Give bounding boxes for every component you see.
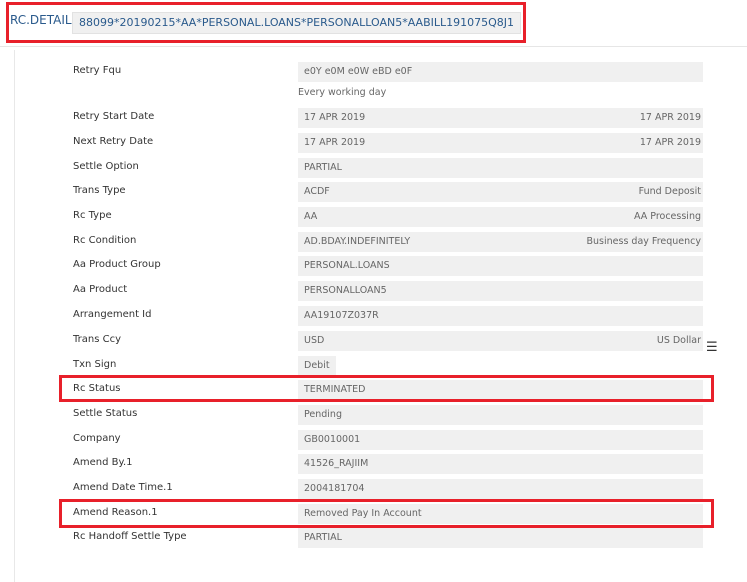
field-row: Next Retry Date 17 APR 2019 17 APR 2019 [0, 133, 747, 153]
field-row: Trans Ccy USD US Dollar [0, 331, 747, 351]
field-row: Amend Reason.1 Removed Pay In Account [0, 504, 747, 524]
value-text: ACDF [304, 186, 330, 197]
label-trans-type: Trans Type [73, 185, 126, 196]
header: RC.DETAIL 88099*20190215*AA*PERSONAL.LOA… [0, 0, 747, 47]
field-row: Trans Type ACDF Fund Deposit [0, 182, 747, 202]
field-row: Amend Date Time.1 2004181704 [0, 479, 747, 499]
value-description: 17 APR 2019 [639, 112, 701, 123]
field-row: Rc Condition AD.BDAY.INDEFINITELY Business… [0, 232, 747, 252]
value-text: Debit [304, 360, 330, 371]
value-text: AD.BDAY.INDEFINITELY [304, 236, 411, 247]
value-rc-condition[interactable]: AD.BDAY.INDEFINITELY Business day Frequen… [298, 232, 703, 252]
value-text: Pending [304, 409, 342, 420]
label-company: Company [73, 433, 121, 444]
highlight-rc-status [59, 375, 714, 402]
label-trans-ccy: Trans Ccy [73, 334, 122, 345]
list-icon[interactable]: ☰ [706, 340, 718, 355]
label-amend-reason-1: Amend Reason.1 [73, 507, 158, 518]
value-next-retry-date[interactable]: 17 APR 2019 17 APR 2019 [298, 133, 703, 153]
value-settle-option[interactable]: PARTIAL [298, 158, 703, 178]
field-row: Settle Option PARTIAL [0, 158, 747, 178]
value-text: PARTIAL [304, 162, 342, 173]
field-row: Rc Handoff Settle Type PARTIAL [0, 528, 747, 548]
label-rc-handoff-settle-type: Rc Handoff Settle Type [73, 531, 187, 542]
value-text: TERMINATED [304, 384, 366, 395]
page-title: RC.DETAIL [10, 13, 72, 27]
label-txn-sign: Txn Sign [73, 359, 117, 370]
value-text: PARTIAL [304, 532, 342, 543]
value-text: AA19107Z037R [304, 310, 379, 321]
label-arrangement-id: Arrangement Id [73, 309, 152, 320]
detail-panel [14, 50, 747, 582]
field-row: Retry Fqu e0Y e0M e0W eBD e0F Every workin… [0, 62, 747, 98]
label-settle-status: Settle Status [73, 408, 138, 419]
label-settle-option: Settle Option [73, 161, 139, 172]
value-text: AA [304, 211, 318, 222]
value-amend-by-1[interactable]: 41526_RAJIIM [298, 454, 703, 474]
field-row: Company GB0010001 [0, 430, 747, 450]
field-row: Settle Status Pending [0, 405, 747, 425]
highlight-amend-reason [59, 499, 714, 528]
value-amend-reason-1[interactable]: Removed Pay In Account [298, 504, 703, 524]
label-aa-product-group: Aa Product Group [73, 259, 161, 270]
value-retry-start-date[interactable]: 17 APR 2019 17 APR 2019 [298, 108, 703, 128]
value-description: US Dollar [656, 335, 701, 346]
value-txn-sign[interactable]: Debit [298, 356, 336, 376]
value-trans-type[interactable]: ACDF Fund Deposit [298, 182, 703, 202]
field-row: Txn Sign Debit [0, 356, 747, 376]
field-row: Aa Product Group PERSONAL.LOANS [0, 256, 747, 276]
value-text: 17 APR 2019 [304, 112, 366, 123]
label-aa-product: Aa Product [73, 284, 128, 295]
value-retry-fqu[interactable]: e0Y e0M e0W eBD e0F [298, 62, 703, 82]
value-text: 17 APR 2019 [304, 137, 366, 148]
label-amend-date-time-1: Amend Date Time.1 [73, 482, 173, 493]
field-row: Amend By.1 41526_RAJIIM [0, 454, 747, 474]
value-text: PERSONAL.LOANS [304, 260, 390, 271]
field-row: Rc Type AA AA Processing [0, 207, 747, 227]
value-aa-product-group[interactable]: PERSONAL.LOANS [298, 256, 703, 276]
label-retry-fqu: Retry Fqu [73, 65, 122, 76]
label-rc-type: Rc Type [73, 210, 112, 221]
field-row: Arrangement Id AA19107Z037R [0, 306, 747, 326]
value-description: 17 APR 2019 [639, 137, 701, 148]
value-text: e0Y e0M e0W eBD e0F [304, 66, 413, 77]
value-rc-status[interactable]: TERMINATED [298, 380, 703, 400]
value-description: Fund Deposit [638, 186, 701, 197]
value-text: USD [304, 335, 325, 346]
label-rc-status: Rc Status [73, 383, 121, 394]
label-amend-by-1: Amend By.1 [73, 457, 133, 468]
value-aa-product[interactable]: PERSONALLOAN5 [298, 281, 703, 301]
value-text: 41526_RAJIIM [304, 458, 369, 469]
value-description: Business day Frequency [586, 236, 701, 247]
value-settle-status[interactable]: Pending [298, 405, 703, 425]
value-rc-type[interactable]: AA AA Processing [298, 207, 703, 227]
value-amend-date-time-1[interactable]: 2004181704 [298, 479, 703, 499]
value-trans-ccy[interactable]: USD US Dollar [298, 331, 703, 351]
record-id-field[interactable]: 88099*20190215*AA*PERSONAL.LOANS*PERSONA… [72, 12, 522, 34]
value-rc-handoff-settle-type[interactable]: PARTIAL [298, 528, 703, 548]
value-arrangement-id[interactable]: AA19107Z037R [298, 306, 703, 326]
value-text: Removed Pay In Account [304, 508, 422, 519]
label-retry-start-date: Retry Start Date [73, 111, 155, 122]
value-text: 2004181704 [304, 483, 365, 494]
value-description: AA Processing [633, 211, 701, 222]
value-text: GB0010001 [304, 434, 361, 445]
label-rc-condition: Rc Condition [73, 235, 137, 246]
field-row: Rc Status TERMINATED [0, 380, 747, 400]
value-company[interactable]: GB0010001 [298, 430, 703, 450]
highlight-header [6, 2, 526, 43]
field-row: Retry Start Date 17 APR 2019 17 APR 2019 [0, 108, 747, 128]
value-text: PERSONALLOAN5 [304, 285, 387, 296]
label-next-retry-date: Next Retry Date [73, 136, 154, 147]
value-enrichment: Every working day [298, 87, 387, 98]
field-row: Aa Product PERSONALLOAN5 [0, 281, 747, 301]
